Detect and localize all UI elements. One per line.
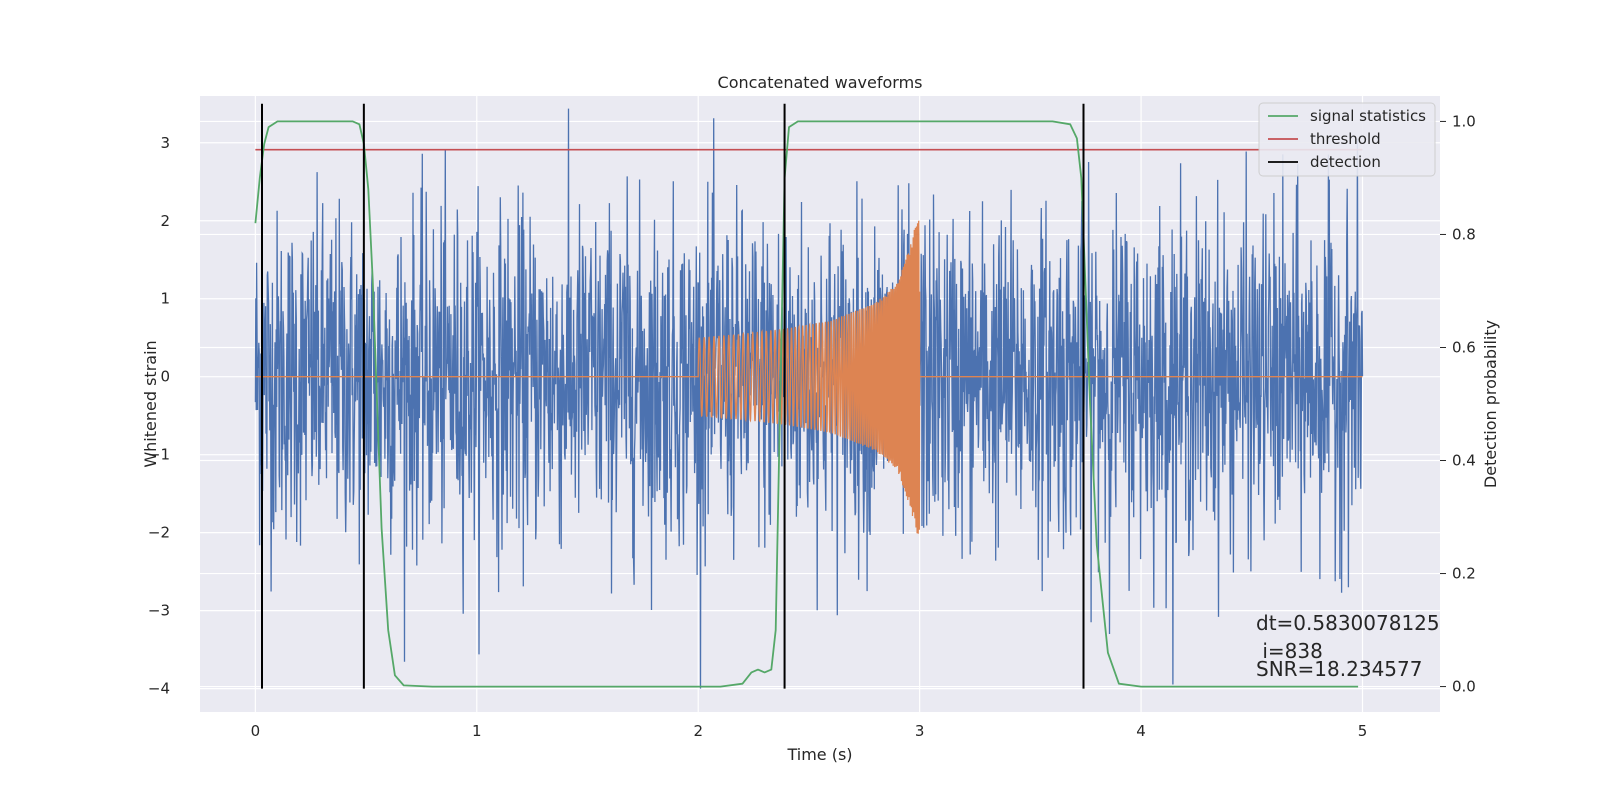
annotation-dt: dt=0.5830078125	[1256, 611, 1440, 635]
y-right-tick-label: 1.0	[1452, 112, 1476, 130]
ticks: 0 1 2 3 4 5 −4 −3 −2 −1 0 1 2 3 0.0 0.2 0.4 0.6 0.8 1.0	[148, 112, 1476, 740]
legend-box	[1258, 102, 1436, 177]
x-tick-label: 1	[472, 722, 482, 740]
y-left-tick-label: −4	[148, 680, 170, 698]
y-axis-label-right: Detection probability	[1481, 320, 1500, 488]
x-tick-label: 4	[1136, 722, 1146, 740]
annotation-index: i=838	[1256, 639, 1323, 663]
injection-series	[255, 220, 1363, 534]
y-right-tick-label: 0.4	[1452, 452, 1476, 470]
y-right-tick-label: 0.6	[1452, 338, 1476, 356]
chart-title: Concatenated waveforms	[718, 73, 923, 92]
annotation-snr: SNR=18.234577	[1256, 657, 1422, 681]
x-axis-label: Time (s)	[786, 745, 852, 764]
y-left-tick-label: 2	[160, 212, 170, 230]
x-tick-label: 3	[915, 722, 925, 740]
legend-label-signal-statistics: signal statistics	[1310, 107, 1426, 125]
y-left-tick-label: −2	[148, 524, 170, 542]
injection-line	[255, 220, 1363, 534]
legend: signal statistics threshold detection	[1258, 102, 1436, 177]
y-left-tick-label: 0	[160, 368, 170, 386]
plot-area	[254, 103, 1364, 689]
x-tick-label: 2	[693, 722, 703, 740]
x-tick-label: 0	[251, 722, 261, 740]
y-axis-label-left: Whitened strain	[141, 340, 160, 467]
y-right-tick-label: 0.0	[1452, 678, 1476, 696]
signal-statistics-series	[254, 120, 1359, 688]
legend-label-detection: detection	[1310, 153, 1381, 171]
legend-label-threshold: threshold	[1310, 130, 1381, 148]
y-right-tick-label: 0.8	[1452, 225, 1476, 243]
x-tick-label: 5	[1358, 722, 1368, 740]
y-left-tick-label: 1	[160, 290, 170, 308]
y-left-tick-label: 3	[160, 134, 170, 152]
y-left-tick-label: −3	[148, 602, 170, 620]
signal-statistics-line	[254, 120, 1359, 688]
detection-series	[261, 103, 1085, 689]
y-left-tick-label: −1	[148, 446, 170, 464]
y-right-tick-label: 0.2	[1452, 565, 1476, 583]
